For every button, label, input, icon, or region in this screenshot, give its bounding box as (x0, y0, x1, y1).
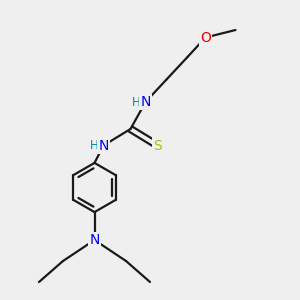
Text: H: H (89, 139, 98, 152)
Text: N: N (89, 233, 100, 247)
Text: S: S (153, 139, 162, 152)
Text: N: N (98, 139, 109, 152)
Text: N: N (140, 95, 151, 109)
Text: O: O (200, 31, 211, 44)
Text: H: H (131, 95, 140, 109)
